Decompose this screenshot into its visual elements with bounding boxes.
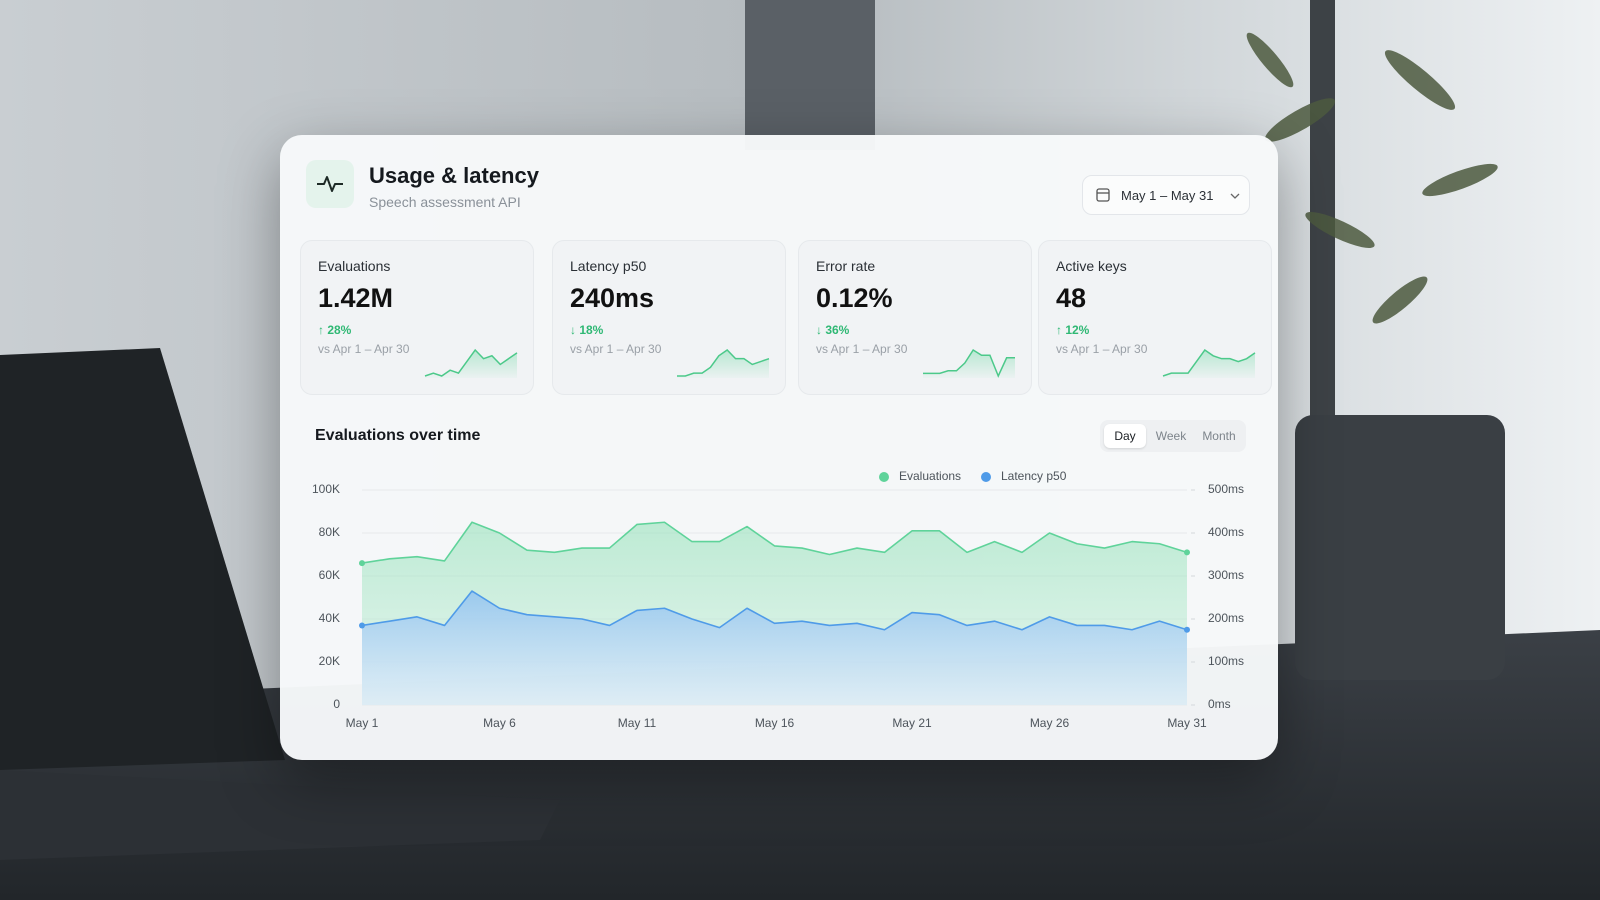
- y-tick-label: 0: [333, 697, 340, 711]
- plant-pot: [1295, 415, 1505, 680]
- end-point: [1184, 626, 1190, 633]
- x-tick-label: May 11: [618, 716, 657, 730]
- kpi-value: 240ms: [570, 283, 655, 313]
- y2-tick-label: 0ms: [1208, 697, 1231, 711]
- x-tick-label: May 16: [755, 716, 795, 730]
- toggle-option[interactable]: Month: [1202, 429, 1236, 443]
- kpi-compare: vs Apr 1 – Apr 30: [570, 342, 662, 356]
- window-frame: [1310, 0, 1335, 420]
- x-tick-label: May 26: [1030, 716, 1070, 730]
- sparkline: [923, 348, 1015, 378]
- date-range: May 1 – May 31: [1121, 188, 1214, 203]
- x-tick-label: May 1: [346, 716, 379, 730]
- kpi-card: Active keys 48 ↑ 12% vs Apr 1 – Apr 30: [1038, 240, 1272, 395]
- toggle-option[interactable]: Week: [1155, 429, 1187, 443]
- end-point: [359, 560, 365, 567]
- legend-swatch: [879, 472, 889, 482]
- sparkline-area: [923, 350, 1015, 378]
- laptop: [0, 348, 285, 770]
- sparkline-area: [1163, 350, 1255, 378]
- legend-label: Evaluations: [899, 469, 961, 483]
- chart: 0 20K 40K 60K 80K 100K 0ms 100ms 200ms 300ms 400ms…: [312, 469, 1244, 730]
- legend-label: Latency p50: [1001, 469, 1067, 483]
- series-line: [361, 521, 1188, 564]
- toggle-option[interactable]: Day: [1104, 424, 1146, 448]
- y-tick-label: 60K: [319, 568, 340, 582]
- sparkline: [677, 349, 770, 378]
- series-area: [362, 591, 1187, 705]
- y-tick-label: 80K: [319, 525, 340, 539]
- kpi-compare: vs Apr 1 – Apr 30: [1056, 342, 1148, 356]
- kpi-label: Latency p50: [570, 258, 647, 274]
- kpi-card: Evaluations 1.42M ↑ 28% vs Apr 1 – Apr 30: [300, 240, 534, 395]
- kpi-value: 1.42M: [318, 283, 394, 313]
- chart-title: Evaluations over time: [315, 427, 481, 444]
- page-title: Usage & latency: [369, 163, 539, 188]
- dashboard-card: Usage & latency Speech assessment API Ma…: [280, 135, 1278, 760]
- sparkline-line: [424, 348, 518, 377]
- sparkline-line: [923, 348, 1015, 378]
- x-tick-label: May 6: [483, 716, 516, 730]
- granularity-toggle: Day Week Month: [1100, 420, 1246, 452]
- kpi-delta: ↓ 18%: [570, 323, 604, 337]
- y2-tick-label: 300ms: [1208, 568, 1244, 582]
- x-tick-label: May 21: [892, 716, 932, 730]
- kpi-label: Active keys: [1056, 258, 1127, 274]
- y2-tick-label: 500ms: [1208, 482, 1244, 496]
- end-point: [1184, 549, 1190, 556]
- pulse-icon: [317, 176, 343, 192]
- y-tick-label: 100K: [312, 482, 340, 496]
- kpi-delta: ↑ 12%: [1056, 323, 1090, 337]
- end-point: [359, 622, 365, 629]
- sparkline-area: [677, 350, 769, 378]
- legend-swatch: [981, 472, 991, 482]
- kpi-label: Evaluations: [318, 258, 391, 274]
- y2-tick-label: 100ms: [1208, 654, 1244, 668]
- picker-icons: [1096, 188, 1240, 202]
- sparkline: [1162, 348, 1256, 378]
- kpi-card: Error rate 0.12% ↓ 36% vs Apr 1 – Apr 30: [798, 240, 1032, 395]
- y-tick-label: 40K: [319, 611, 340, 625]
- kpi-delta: ↑ 28%: [318, 323, 352, 337]
- series-line: [361, 590, 1188, 631]
- kpi-compare: vs Apr 1 – Apr 30: [318, 342, 410, 356]
- y-tick-label: 20K: [319, 654, 340, 668]
- kpi-card: Latency p50 240ms ↓ 18% vs Apr 1 – Apr 30: [552, 240, 786, 395]
- kpi-delta: ↓ 36%: [816, 323, 850, 337]
- window-frame: [745, 0, 875, 150]
- kpi-value: 48: [1056, 283, 1087, 313]
- y2-tick-label: 400ms: [1208, 525, 1244, 539]
- sparkline: [424, 348, 518, 378]
- sparkline-area: [425, 350, 517, 378]
- sparkline-line: [1162, 348, 1256, 377]
- date-range-picker[interactable]: May 1 – May 31: [1082, 175, 1250, 215]
- notebook: [0, 770, 560, 860]
- x-tick-label: May 31: [1167, 716, 1207, 730]
- kpi-label: Error rate: [816, 258, 876, 274]
- kpi-compare: vs Apr 1 – Apr 30: [816, 342, 908, 356]
- plant: [1246, 32, 1498, 324]
- sparkline-line: [677, 349, 770, 377]
- kpi-value: 0.12%: [816, 283, 893, 313]
- y2-tick-label: 200ms: [1208, 611, 1244, 625]
- page-subtitle: Speech assessment API: [369, 194, 521, 210]
- app-icon: [306, 160, 354, 208]
